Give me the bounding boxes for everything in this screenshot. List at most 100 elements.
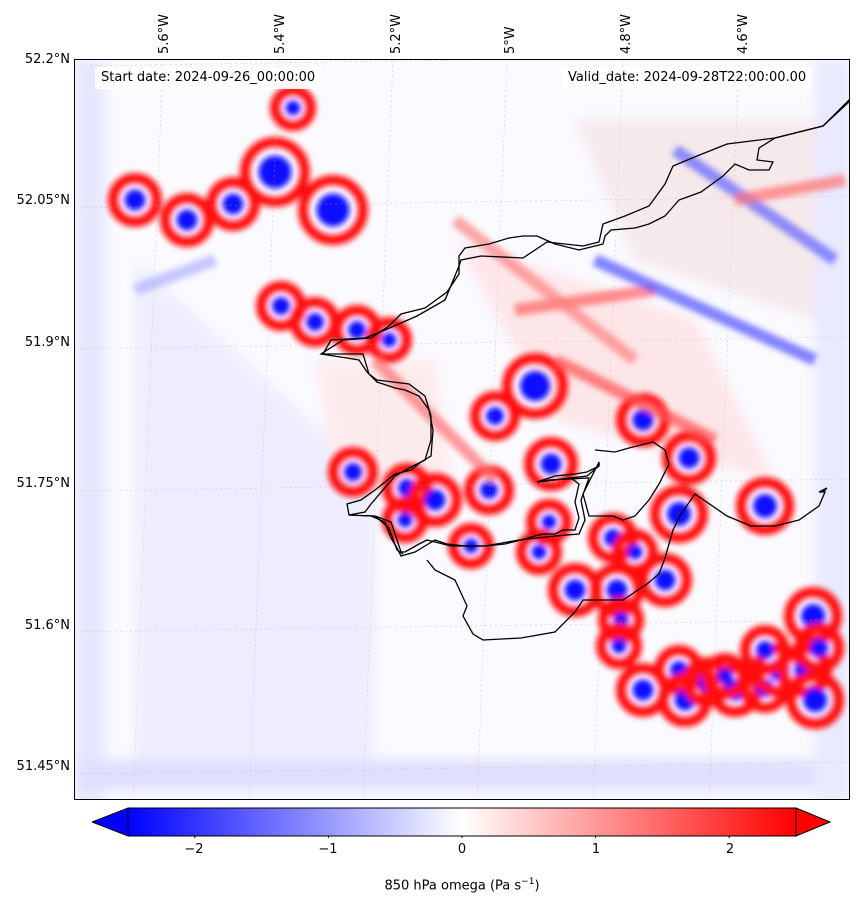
valid-date-label: Valid_date: 2024-09-28T22:00:00.00	[562, 67, 813, 89]
omega-band	[552, 354, 718, 446]
downdraft-core	[397, 512, 413, 528]
lon-label-5-4: 5.4°W	[273, 13, 288, 54]
updraft-ring	[612, 529, 658, 575]
updraft-ring	[408, 473, 462, 527]
updraft-ring	[524, 437, 578, 491]
colorbar-tick-neg1: −1	[318, 842, 338, 857]
downdraft-core	[810, 639, 828, 657]
downdraft-core	[486, 407, 504, 425]
colorbar-tick-neg2: −2	[184, 842, 204, 857]
downdraft-core	[753, 494, 777, 518]
omega-band	[451, 215, 639, 365]
updraft-ring	[784, 587, 842, 645]
updraft-ring	[650, 485, 708, 543]
coastline-main	[319, 99, 849, 557]
parallel-line	[75, 478, 849, 492]
start-date-label: Start date: 2024-09-26_00:00:00	[95, 67, 322, 89]
lon-label-5: 5°W	[503, 26, 518, 54]
colorbar-extend-low	[92, 807, 129, 837]
lat-label-51-9: 51.9°N	[24, 335, 70, 350]
updraft-ring	[502, 353, 568, 419]
colorbar-tick-marks	[194, 836, 730, 838]
downdraft-core	[540, 453, 562, 475]
colorbar-label: 850 hPa omega (Pa s−1)	[384, 877, 540, 894]
map-plot-area	[74, 59, 850, 800]
lat-label-52-05: 52.05°N	[16, 193, 70, 208]
updraft-ring	[382, 463, 432, 513]
colorbar-body	[127, 807, 797, 837]
updraft-ring	[740, 625, 790, 675]
downdraft-core	[381, 332, 397, 348]
meridian-line	[592, 60, 624, 799]
updraft-ring	[596, 623, 642, 669]
colorbar-tick-1: 1	[591, 842, 601, 857]
omega-band	[733, 174, 847, 206]
updraft-ring	[794, 623, 844, 673]
downdraft-core	[176, 209, 198, 231]
downdraft-core	[632, 409, 654, 431]
updraft-ring	[366, 317, 412, 363]
downdraft-core	[124, 189, 146, 211]
lon-label-5-2: 5.2°W	[389, 13, 404, 54]
downdraft-core	[344, 463, 362, 481]
omega-band	[671, 145, 839, 265]
colorbar	[92, 807, 832, 838]
downdraft-core	[654, 569, 676, 591]
parallel-line	[75, 336, 849, 350]
updraft-ring	[598, 597, 644, 643]
parallel-line	[75, 619, 849, 633]
downdraft-core	[803, 688, 827, 712]
graticule-lines	[75, 60, 849, 799]
downdraft-core	[348, 321, 366, 339]
lon-label-5-6: 5.6°W	[157, 13, 172, 54]
updraft-ring	[654, 645, 704, 695]
downdraft-core	[424, 489, 446, 511]
lon-label-4-6: 4.6°W	[736, 13, 751, 54]
colorbar-tick-2: 2	[725, 842, 735, 857]
omega-band	[370, 355, 500, 485]
parallel-line	[75, 761, 849, 775]
lat-label-51-45: 51.45°N	[16, 759, 70, 774]
coastline	[321, 100, 849, 641]
downdraft-core	[632, 679, 654, 701]
meridian-line	[132, 60, 164, 799]
downdraft-core	[627, 544, 643, 560]
lat-label-51-75: 51.75°N	[16, 476, 70, 491]
downdraft-core	[611, 638, 627, 654]
downdraft-core	[801, 604, 825, 628]
meridian-line	[476, 60, 508, 799]
downdraft-core	[258, 155, 292, 189]
lon-label-4-8: 4.8°W	[619, 13, 634, 54]
parallel-line	[75, 195, 849, 209]
updraft-ring	[736, 477, 794, 535]
lat-label-51-6: 51.6°N	[24, 618, 70, 633]
downdraft-core	[678, 447, 700, 469]
updraft-ring	[160, 193, 214, 247]
downdraft-core	[531, 544, 547, 560]
updraft-ring	[526, 499, 572, 545]
downdraft-core	[717, 668, 733, 684]
meridian-line	[708, 60, 740, 799]
downdraft-core	[520, 371, 550, 401]
omega-band	[592, 254, 818, 366]
updraft-ring	[328, 447, 378, 497]
lat-label-52-2: 52.2°N	[24, 52, 70, 67]
downdraft-core	[541, 514, 557, 530]
downdraft-core	[285, 100, 301, 116]
colorbar-tick-0: 0	[457, 842, 467, 857]
updraft-ring	[298, 175, 368, 245]
downdraft-core	[272, 297, 290, 315]
downdraft-core	[564, 579, 586, 601]
updraft-ring	[702, 653, 748, 699]
downdraft-core	[222, 193, 244, 215]
downdraft-core	[756, 641, 774, 659]
downdraft-core	[480, 481, 498, 499]
updraft-ring	[470, 391, 520, 441]
updraft-ring	[786, 671, 844, 729]
updraft-ring	[108, 173, 162, 227]
downdraft-core	[316, 193, 350, 227]
omega-field-map	[75, 60, 849, 799]
colorbar-extend-high	[795, 807, 832, 837]
meridian-line	[362, 60, 394, 799]
downdraft-core	[606, 579, 628, 601]
